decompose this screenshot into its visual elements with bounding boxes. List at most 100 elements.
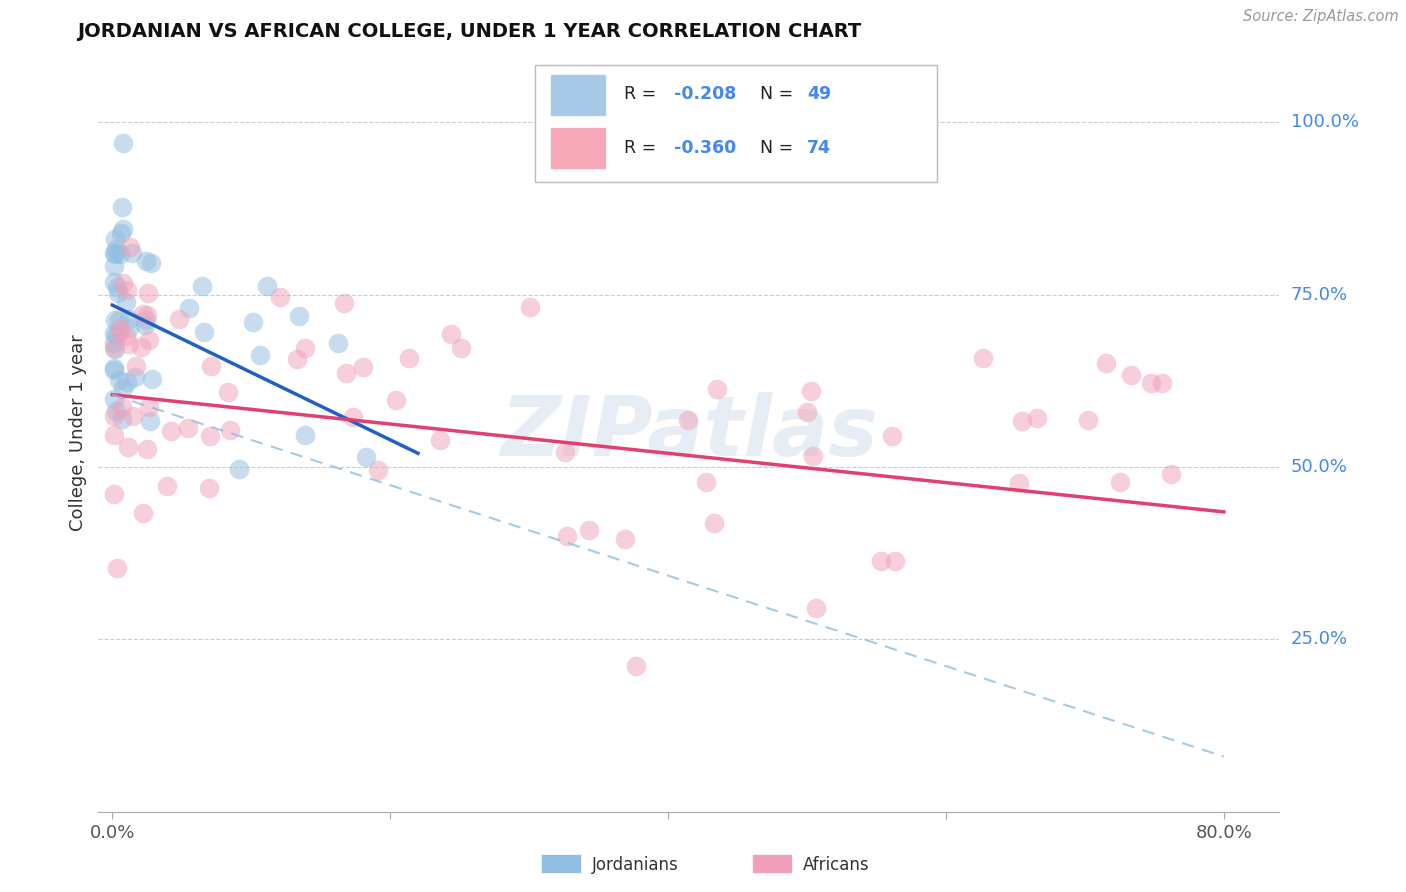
Text: 75.0%: 75.0% [1291,285,1348,304]
FancyBboxPatch shape [550,74,606,116]
Text: 49: 49 [807,86,831,103]
Point [1109,475,1132,489]
Point [111,400,134,414]
Point [796,405,818,419]
Point [115,375,138,389]
Point [107,313,129,327]
Point [249,348,271,362]
Point [121,246,143,260]
Point [440,327,463,342]
Point [115,295,138,310]
Point [129,340,152,354]
FancyBboxPatch shape [550,127,606,169]
Point [179,301,201,315]
Point [398,351,420,365]
Point [103,326,125,341]
Point [105,243,128,257]
Point [111,412,134,426]
Point [105,280,128,294]
Text: 100.0%: 100.0% [1291,113,1358,131]
Point [676,412,699,426]
Point [335,367,357,381]
Point [1160,467,1182,482]
FancyBboxPatch shape [536,65,936,183]
Point [105,404,128,418]
Point [135,253,157,268]
Point [108,373,131,387]
Point [115,283,138,297]
Point [111,136,134,150]
Point [1008,475,1031,490]
Point [103,392,125,406]
Text: R =: R = [624,138,662,156]
Point [117,320,139,334]
Point [111,200,134,214]
Point [124,369,146,384]
Point [972,351,994,365]
Point [103,487,125,501]
Point [884,554,907,568]
Point [110,247,132,261]
Point [869,553,891,567]
Point [191,279,214,293]
Point [111,276,134,290]
Point [135,313,157,327]
Point [139,414,162,428]
Point [1094,356,1116,370]
Point [287,309,309,323]
Point [111,222,134,236]
Text: 74: 74 [807,138,831,156]
Point [333,296,356,310]
Point [103,360,125,375]
Point [103,428,125,442]
Text: 50.0%: 50.0% [1291,458,1347,476]
Point [103,362,125,376]
Point [136,442,159,456]
Point [115,328,138,343]
Point [103,336,125,351]
Point [103,313,125,327]
Point [135,308,157,322]
Point [1119,368,1142,382]
Point [695,475,717,489]
Point [111,381,134,395]
Point [108,325,131,339]
Point [132,307,155,321]
Point [105,561,128,575]
Point [1026,411,1049,425]
Point [141,372,163,386]
Point [1152,376,1174,390]
Text: Africans: Africans [803,856,869,874]
Point [118,239,141,253]
Point [118,336,141,351]
Point [110,227,132,241]
Point [118,311,141,326]
Text: -0.360: -0.360 [673,138,735,156]
Point [218,423,240,437]
Point [294,428,316,442]
Text: ZIPatlas: ZIPatlas [501,392,877,473]
Point [269,290,291,304]
Point [132,506,155,520]
Point [200,359,222,373]
Point [217,384,239,399]
Point [328,335,350,350]
Point [352,359,374,374]
Point [578,523,600,537]
Text: 25.0%: 25.0% [1291,631,1348,648]
Text: N =: N = [759,86,799,103]
Point [103,342,125,356]
Point [104,247,127,261]
Point [103,245,125,260]
Point [107,285,129,300]
Point [801,449,824,463]
Point [342,410,364,425]
Text: Jordanians: Jordanians [592,856,679,874]
Point [287,351,309,366]
Point [124,359,146,373]
Point [160,424,183,438]
Point [138,333,160,347]
Point [103,342,125,356]
Point [367,462,389,476]
Point [706,382,728,396]
